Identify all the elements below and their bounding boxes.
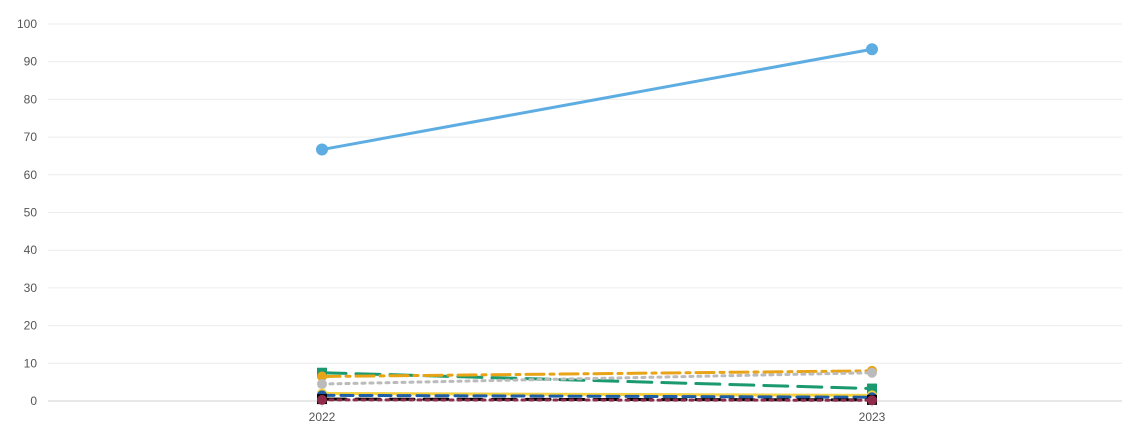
- x-tick-label: 2023: [859, 410, 886, 424]
- series-1: [316, 43, 878, 156]
- data-point: [317, 394, 327, 405]
- x-tick-label: 2022: [309, 410, 336, 424]
- series-line: [320, 393, 874, 399]
- data-point: [867, 395, 877, 406]
- y-tick-label: 100: [17, 17, 37, 31]
- y-tick-label: 20: [24, 319, 38, 333]
- series-line: [320, 371, 874, 386]
- series-line: [320, 391, 874, 397]
- x-axis-ticks: 2022 2023: [309, 401, 886, 424]
- data-point: [867, 383, 877, 394]
- grid-lines: [48, 23, 1122, 402]
- y-tick-label: 50: [24, 206, 38, 220]
- data-point: [317, 379, 327, 390]
- data-point: [317, 371, 327, 382]
- y-tick-label: 70: [24, 130, 38, 144]
- series-line: [320, 47, 874, 152]
- y-tick-label: 10: [24, 356, 38, 370]
- y-tick-label: 80: [24, 92, 38, 106]
- series-4: [317, 367, 877, 390]
- y-axis-ticks: 0 10 20 30 40 50 60 70 80 90 100: [17, 17, 37, 408]
- y-tick-label: 0: [30, 394, 37, 408]
- data-point: [867, 367, 877, 378]
- y-tick-label: 60: [24, 168, 38, 182]
- data-point: [316, 143, 328, 156]
- y-tick-label: 90: [24, 55, 38, 69]
- series-8: [317, 394, 877, 406]
- series-lines: [316, 43, 878, 406]
- series-line: [320, 369, 874, 378]
- data-point: [866, 43, 878, 56]
- y-tick-label: 30: [24, 281, 38, 295]
- y-tick-label: 40: [24, 243, 38, 257]
